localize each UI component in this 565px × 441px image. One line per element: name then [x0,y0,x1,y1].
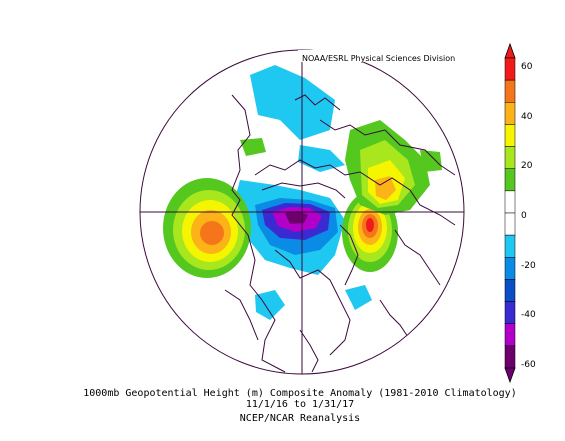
colorbar-segment [504,323,516,347]
caption-title: 1000mb Geopotential Height (m) Composite… [83,388,517,399]
pacific-positive-anomaly [163,178,251,278]
colorbar-min-arrow [504,367,516,384]
colorbar-tick-label: -40 [521,310,536,321]
colorbar-segment [504,345,516,369]
colorbar-segment [504,79,516,103]
negative-anomaly-cyan [298,145,345,172]
credit-label: NOAA/ESRL Physical Sciences Division [302,54,456,63]
eurasia-positive-anomaly [240,120,442,215]
colorbar-segment [504,146,516,169]
negative-anomaly-cyan [255,290,285,320]
colorbar-segment [504,279,516,302]
colorbar-tick-label: 40 [521,111,533,122]
colorbar-tick-label: 20 [521,161,533,172]
colorbar-segment [504,301,516,324]
colorbar-tick-label: 0 [521,211,527,221]
credit-box [298,50,460,62]
coastlines [224,94,456,373]
colorbar-tick-label: -60 [521,360,536,370]
colorbar-segment [504,57,516,81]
colorbar-segment [504,124,516,147]
colorbar-tick-label: -20 [521,260,536,271]
colorbar-segment [504,257,516,280]
colorbar-segment [504,190,516,214]
colorbar-segment [504,212,516,236]
colorbar-segment [504,168,516,192]
colorbar-segment [504,234,516,258]
caption-dates: 11/1/16 to 1/31/17 [245,399,355,410]
negative-anomaly-cyan [345,285,372,310]
negative-anomaly-cyan [250,65,335,140]
colorbar-max-arrow [504,42,516,59]
colorbar [504,42,516,384]
caption-source: NCEP/NCAR Reanalysis [239,413,361,424]
colorbar-tick-label: 60 [521,62,533,72]
colorbar-segment [504,102,516,125]
